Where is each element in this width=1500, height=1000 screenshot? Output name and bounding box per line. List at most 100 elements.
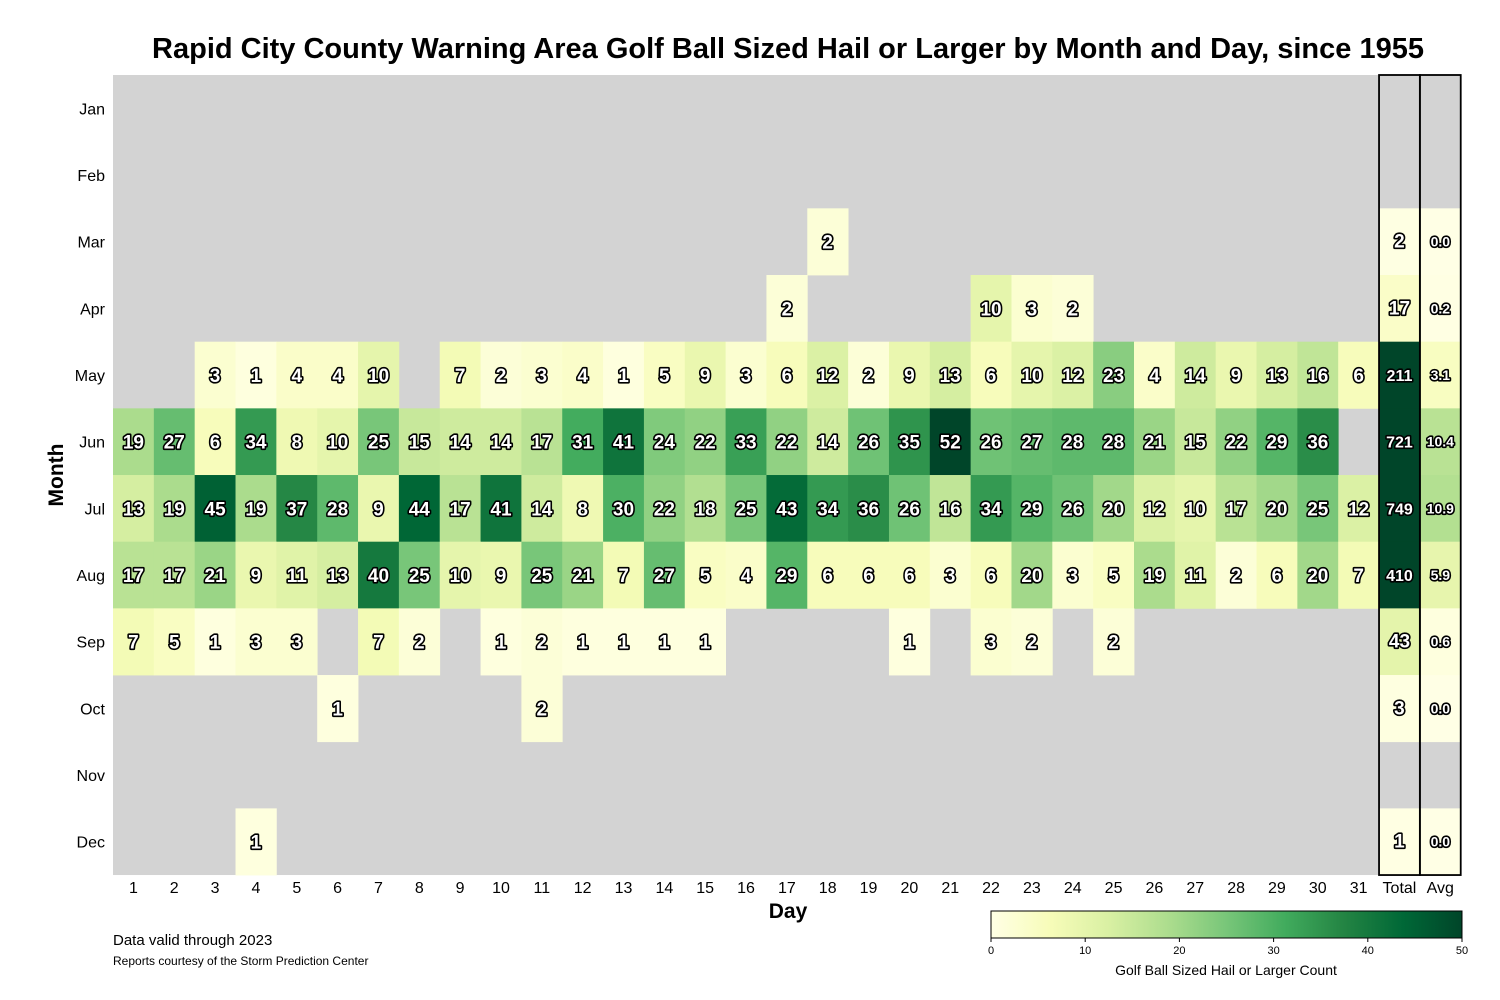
heatmap-cell bbox=[970, 541, 1012, 609]
heatmap-cell bbox=[1011, 608, 1053, 676]
month-tick-label: Nov bbox=[77, 768, 105, 785]
cell-value: 26 bbox=[858, 433, 879, 454]
heatmap-cell bbox=[1134, 341, 1176, 409]
heatmap-cell bbox=[970, 608, 1012, 676]
cell-value: 17 bbox=[164, 566, 185, 587]
month-tick-label: Aug bbox=[77, 568, 105, 585]
day-tick-label: 25 bbox=[1105, 880, 1123, 897]
heatmap-cell bbox=[194, 475, 236, 543]
colorbar-tick-label: 0 bbox=[988, 945, 994, 957]
heatmap-cell bbox=[235, 408, 277, 476]
heatmap-cell bbox=[970, 341, 1012, 409]
heatmap-cell bbox=[766, 341, 808, 409]
cell-value: 3 bbox=[251, 633, 262, 654]
average-cell bbox=[1419, 275, 1462, 343]
heatmap-cell bbox=[439, 341, 481, 409]
cell-value: 25 bbox=[368, 433, 390, 454]
cell-value: 25 bbox=[1307, 499, 1329, 520]
cell-value: 10 bbox=[368, 366, 389, 387]
total-cell bbox=[1379, 275, 1421, 343]
heatmap-cell bbox=[766, 408, 808, 476]
cell-value: 36 bbox=[1307, 433, 1328, 454]
cell-value: 19 bbox=[1144, 566, 1165, 587]
heatmap-cell bbox=[153, 408, 196, 476]
heatmap-cell bbox=[1052, 475, 1094, 543]
heatmap-cell bbox=[113, 475, 155, 543]
heatmap-cell bbox=[276, 541, 318, 609]
heatmap-cell bbox=[317, 541, 359, 609]
cell-value: 1 bbox=[659, 633, 670, 654]
cell-value: 1 bbox=[618, 366, 629, 387]
heatmap-cell bbox=[235, 808, 277, 876]
heatmap-cell bbox=[643, 541, 686, 609]
cell-value: 8 bbox=[291, 433, 302, 454]
cell-value: 2 bbox=[1067, 299, 1078, 320]
average-value: 0.0 bbox=[1431, 700, 1451, 716]
total-value: 749 bbox=[1386, 501, 1413, 518]
heatmap-cell bbox=[358, 541, 400, 609]
average-cell bbox=[1419, 208, 1462, 276]
cell-value: 20 bbox=[1021, 566, 1042, 587]
average-column-border bbox=[1418, 74, 1462, 876]
heatmap-cell bbox=[1297, 341, 1339, 409]
heatmap-cell bbox=[1011, 341, 1053, 409]
average-value: 5.9 bbox=[1431, 567, 1451, 583]
heatmap-cell bbox=[1297, 408, 1339, 476]
heatmap-cell bbox=[1338, 541, 1380, 609]
heatmap-cell bbox=[643, 341, 686, 409]
cell-value: 6 bbox=[1353, 366, 1364, 387]
heatmap-cell bbox=[684, 341, 726, 409]
cell-value: 2 bbox=[414, 633, 425, 654]
cell-value: 1 bbox=[251, 366, 262, 387]
heatmap-cell bbox=[1052, 541, 1094, 609]
heatmap-cell bbox=[970, 408, 1012, 476]
heatmap-cell bbox=[562, 608, 604, 676]
average-cell bbox=[1419, 608, 1462, 676]
cell-value: 9 bbox=[251, 566, 262, 587]
heatmap-cell bbox=[398, 475, 441, 543]
month-tick-label: May bbox=[75, 368, 105, 385]
total-value: 43 bbox=[1389, 632, 1410, 653]
total-value: 2 bbox=[1394, 232, 1405, 253]
heatmap-cell bbox=[603, 541, 645, 609]
colorbar-tick-label: 10 bbox=[1079, 945, 1091, 957]
heatmap-cell bbox=[358, 608, 400, 676]
heatmap-cell bbox=[235, 541, 277, 609]
heatmap-cell bbox=[153, 541, 196, 609]
day-tick-label: 23 bbox=[1023, 880, 1041, 897]
cell-value: 1 bbox=[904, 633, 915, 654]
heatmap-cell bbox=[521, 408, 563, 476]
cell-value: 18 bbox=[695, 499, 716, 520]
heatmap-cell bbox=[848, 341, 890, 409]
cell-value: 2 bbox=[537, 633, 548, 654]
cell-value: 27 bbox=[164, 433, 185, 454]
day-tick-label: 10 bbox=[492, 880, 510, 897]
heatmap-cell bbox=[235, 475, 277, 543]
cell-value: 45 bbox=[205, 499, 227, 520]
cell-value: 7 bbox=[618, 566, 629, 587]
heatmap-cell bbox=[643, 475, 686, 543]
cell-value: 43 bbox=[776, 499, 797, 520]
cell-value: 11 bbox=[1185, 566, 1206, 587]
total-cell bbox=[1379, 675, 1421, 743]
cell-value: 26 bbox=[980, 433, 1001, 454]
cell-value: 23 bbox=[1103, 366, 1124, 387]
cell-value: 11 bbox=[287, 566, 308, 587]
heatmap-cell bbox=[480, 608, 522, 676]
cell-value: 2 bbox=[863, 366, 874, 387]
cell-value: 19 bbox=[164, 499, 185, 520]
day-tick-label: 14 bbox=[655, 880, 673, 897]
heatmap-cell bbox=[848, 408, 890, 476]
heatmap-cell bbox=[848, 541, 890, 609]
cell-value: 6 bbox=[904, 566, 915, 587]
colorbar-tick-label: 30 bbox=[1267, 945, 1279, 957]
cell-value: 25 bbox=[735, 499, 757, 520]
cell-value: 15 bbox=[409, 433, 431, 454]
total-cell bbox=[1379, 541, 1421, 609]
heatmap-cell bbox=[113, 608, 155, 676]
day-tick-label: 4 bbox=[251, 880, 260, 897]
cell-value: 7 bbox=[1353, 566, 1364, 587]
cell-value: 40 bbox=[368, 566, 389, 587]
total-value: 721 bbox=[1386, 435, 1413, 452]
heatmap-cell bbox=[929, 408, 972, 476]
